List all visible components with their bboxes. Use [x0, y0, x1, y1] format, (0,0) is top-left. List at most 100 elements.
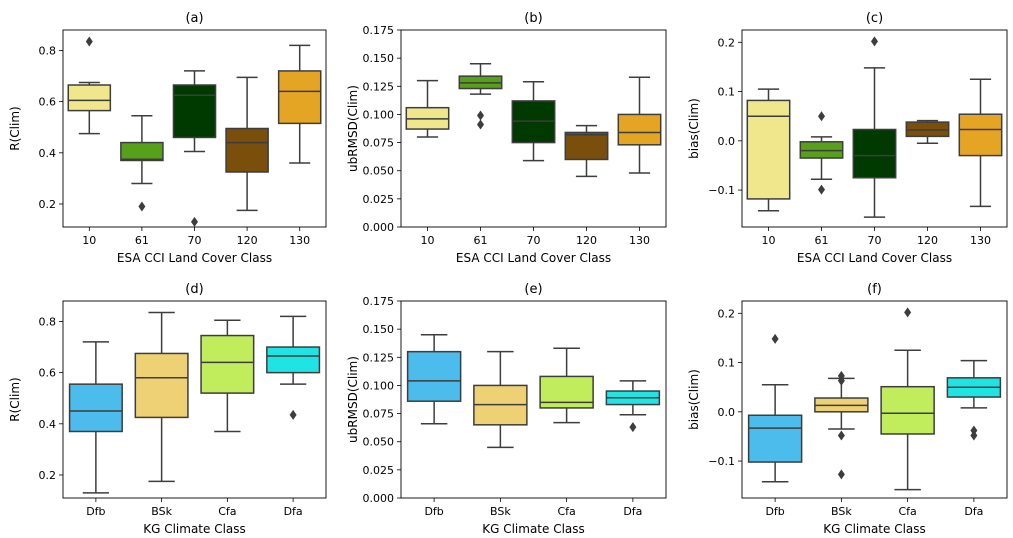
y-tick-label: −0.1	[708, 455, 735, 468]
x-tick-label: 61	[135, 234, 149, 247]
box-iqr	[539, 375, 594, 409]
box-70	[172, 70, 217, 227]
x-tick-label: 61	[815, 234, 829, 247]
y-tick-label: 0.6	[39, 367, 57, 380]
y-tick-label: 0.2	[718, 307, 736, 320]
panel-e: (e) 0.000 0.025 0.050 0.075 0.100 0.125 0.150 0.…	[346, 282, 667, 536]
outlier-point	[629, 422, 637, 433]
box-10	[746, 88, 791, 212]
x-tick-label: Cfa	[898, 505, 916, 518]
plot-frame	[741, 29, 1008, 228]
outlier-point	[818, 111, 825, 122]
y-tick-label: 0.150	[363, 52, 395, 65]
x-tick-label: Cfa	[557, 505, 575, 518]
outlier-point	[818, 184, 825, 195]
panel-title: (e)	[524, 282, 542, 297]
y-tick-label: 0.050	[363, 165, 395, 178]
x-tick-label: 130	[970, 234, 991, 247]
x-tick-label: 10	[421, 234, 435, 247]
x-tick-label: 130	[629, 234, 650, 247]
x-axis-label: KG Climate Class	[482, 522, 585, 536]
box-Dfb	[68, 341, 123, 494]
plot-frame	[741, 300, 1008, 499]
x-tick-label: 120	[237, 234, 258, 247]
x-tick-label: 130	[289, 234, 310, 247]
y-tick-label: 0.150	[363, 323, 395, 336]
outlier-point	[85, 36, 93, 47]
plot-frame	[62, 300, 327, 499]
box-10	[405, 79, 450, 138]
y-tick-label: 0.6	[39, 96, 57, 109]
box-iqr	[225, 127, 269, 173]
box-iqr	[67, 84, 112, 112]
box-iqr	[617, 113, 662, 146]
y-tick-label: 0.125	[363, 80, 395, 93]
y-tick-label: 0.0	[718, 135, 736, 148]
y-tick-label: −0.1	[708, 184, 735, 197]
box-iqr	[172, 84, 217, 139]
box-130	[617, 76, 662, 174]
y-axis-label: bias(Clim)	[687, 98, 701, 159]
y-tick-label: 0.4	[39, 147, 57, 160]
box-120	[564, 124, 609, 178]
y-axis-label: R(Clim)	[8, 377, 22, 421]
outlier-point	[904, 307, 912, 318]
box-iqr	[200, 334, 255, 394]
x-tick-label: BSk	[151, 505, 172, 518]
panel-f: (f) −0.1 0.0 0.1 0.2 Dfb BSk Cfa Dfa KG Climate C…	[687, 282, 1008, 536]
box-61	[799, 111, 844, 195]
y-tick-label: 0.2	[39, 198, 57, 211]
box-61	[120, 114, 164, 212]
panel-title: (d)	[185, 282, 203, 297]
x-tick-label: BSk	[490, 505, 511, 518]
x-tick-label: BSk	[831, 505, 852, 518]
box-Dfa	[266, 315, 321, 420]
outlier-point	[837, 430, 845, 441]
box-iqr	[852, 128, 897, 179]
box-Cfa	[880, 307, 935, 491]
y-tick-label: 0.8	[39, 44, 57, 57]
box-61	[458, 63, 503, 130]
outlier-point	[837, 375, 845, 386]
y-tick-label: 0.050	[363, 436, 395, 449]
y-tick-label: 0.100	[363, 379, 395, 392]
x-tick-label: Dfa	[964, 505, 983, 518]
outlier-point	[871, 36, 878, 47]
x-tick-label: 10	[762, 234, 776, 247]
y-axis-label: bias(Clim)	[687, 369, 701, 430]
outlier-point	[191, 216, 198, 227]
y-tick-label: 0.000	[363, 221, 395, 234]
x-axis-label: KG Climate Class	[823, 522, 926, 536]
x-tick-label: 70	[188, 234, 202, 247]
x-tick-label: Dfb	[765, 505, 784, 518]
box-iqr	[68, 383, 123, 433]
box-Dfa	[946, 359, 1002, 441]
outlier-point	[837, 469, 845, 480]
x-tick-label: 10	[82, 234, 96, 247]
outlier-point	[138, 201, 146, 212]
y-tick-label: 0.4	[39, 418, 57, 431]
box-BSk	[134, 311, 189, 483]
y-tick-label: 0.075	[363, 137, 395, 150]
box-iqr	[277, 70, 322, 125]
panel-title: (f)	[867, 282, 882, 297]
y-tick-label: 0.8	[39, 315, 57, 328]
panel-c: (c) −0.1 0.0 0.1 0.2 10 61 70 120 130 ESA CCI Land…	[687, 11, 1008, 265]
box-Cfa	[200, 319, 255, 433]
x-tick-label: 120	[576, 234, 597, 247]
panel-title: (a)	[185, 11, 203, 26]
x-tick-label: 120	[917, 234, 938, 247]
panel-title: (c)	[866, 11, 883, 26]
y-tick-label: 0.2	[718, 36, 736, 49]
x-tick-label: Dfa	[284, 505, 303, 518]
box-iqr	[266, 346, 321, 374]
y-tick-label: 0.1	[718, 357, 736, 370]
x-axis-label: KG Climate Class	[143, 522, 246, 536]
y-tick-label: 0.000	[363, 492, 395, 505]
x-axis-label: ESA CCI Land Cover Class	[797, 251, 952, 265]
plot-frame	[400, 29, 667, 228]
box-Dfb	[406, 334, 462, 425]
y-tick-label: 0.125	[363, 351, 395, 364]
box-120	[225, 76, 269, 212]
